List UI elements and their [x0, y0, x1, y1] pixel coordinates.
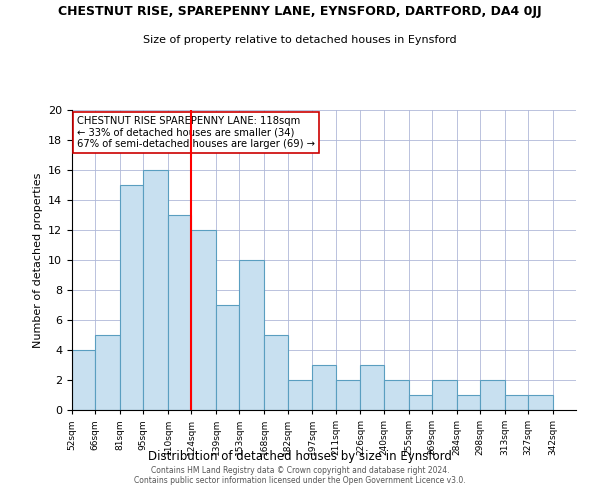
Bar	[383, 380, 409, 410]
Bar	[505, 395, 528, 410]
Y-axis label: Number of detached properties: Number of detached properties	[32, 172, 43, 348]
Bar	[265, 335, 287, 410]
Bar	[432, 380, 457, 410]
Bar	[528, 395, 553, 410]
Text: Size of property relative to detached houses in Eynsford: Size of property relative to detached ho…	[143, 35, 457, 45]
Bar	[143, 170, 168, 410]
Bar	[409, 395, 432, 410]
Text: CHESTNUT RISE, SPAREPENNY LANE, EYNSFORD, DARTFORD, DA4 0JJ: CHESTNUT RISE, SPAREPENNY LANE, EYNSFORD…	[58, 5, 542, 18]
Bar	[335, 380, 361, 410]
Bar	[95, 335, 120, 410]
Bar	[457, 395, 480, 410]
Bar	[120, 185, 143, 410]
Bar	[313, 365, 335, 410]
Bar	[239, 260, 265, 410]
Text: Distribution of detached houses by size in Eynsford: Distribution of detached houses by size …	[148, 450, 452, 463]
Text: CHESTNUT RISE SPAREPENNY LANE: 118sqm
← 33% of detached houses are smaller (34)
: CHESTNUT RISE SPAREPENNY LANE: 118sqm ← …	[77, 116, 315, 149]
Bar	[361, 365, 383, 410]
Text: Contains HM Land Registry data © Crown copyright and database right 2024.
Contai: Contains HM Land Registry data © Crown c…	[134, 466, 466, 485]
Bar	[191, 230, 216, 410]
Bar	[480, 380, 505, 410]
Bar	[168, 215, 191, 410]
Bar	[72, 350, 95, 410]
Bar	[287, 380, 313, 410]
Bar	[216, 305, 239, 410]
